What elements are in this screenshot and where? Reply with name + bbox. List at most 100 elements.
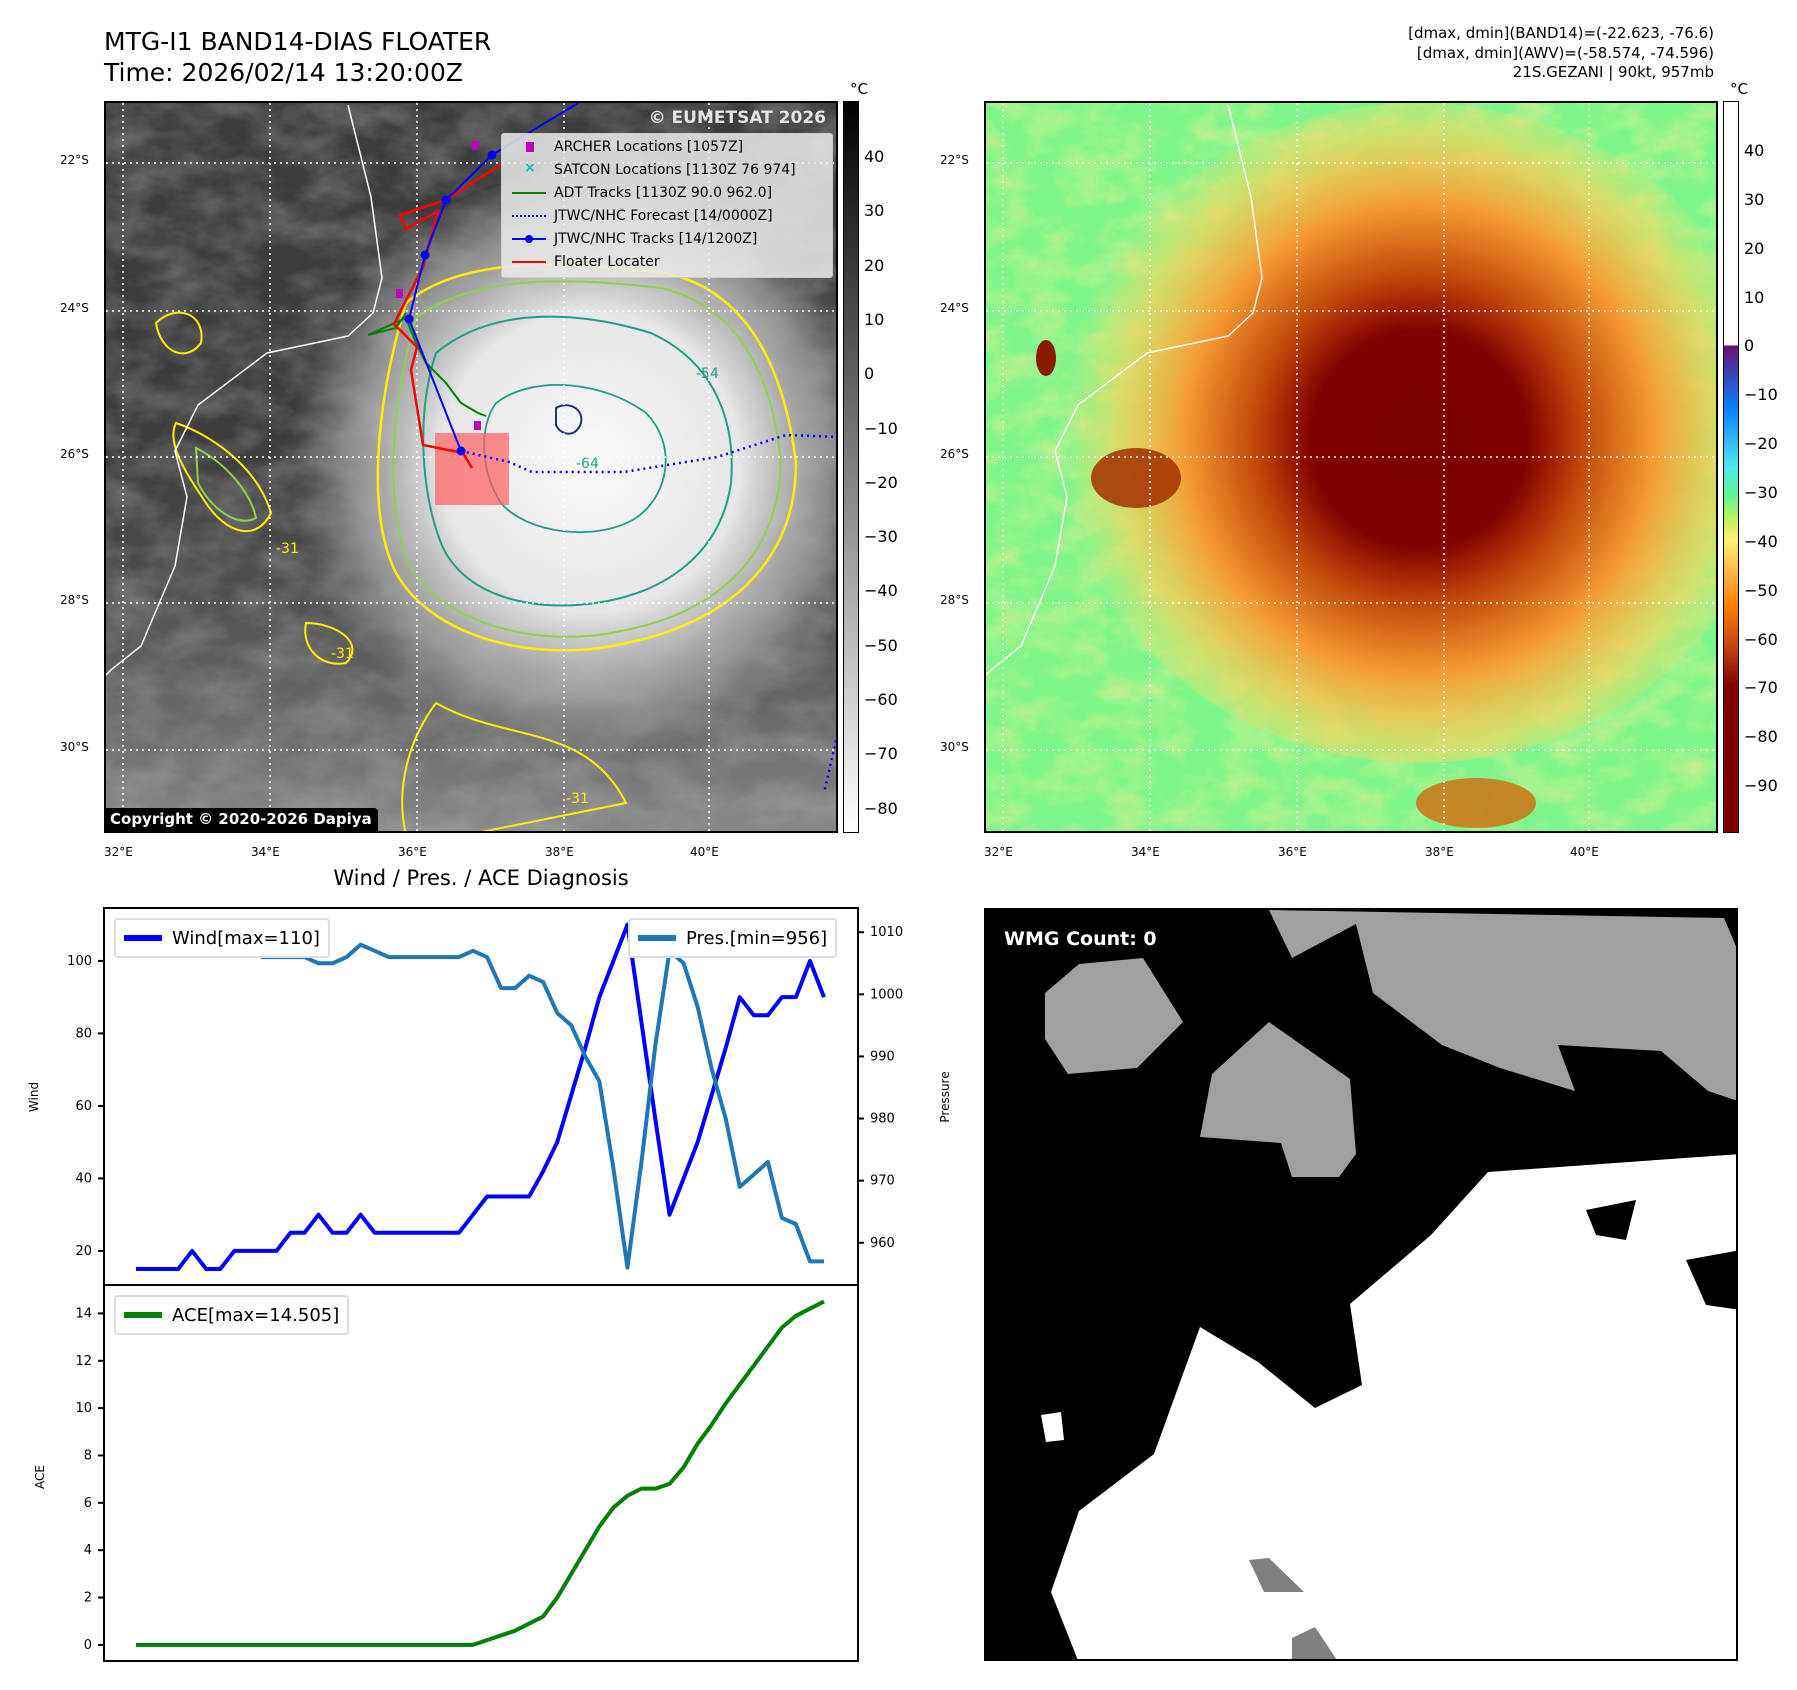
y2-tick-label: 970 (870, 1174, 895, 1189)
colorbar-tick-label: −30 (864, 527, 898, 547)
wmg-count: WMG Count: 0 (1004, 928, 1157, 950)
colorbar-tick-label: −90 (1744, 776, 1778, 796)
x-marker-icon: × (524, 160, 536, 176)
line-icon (510, 255, 554, 269)
line-dot-icon (510, 232, 554, 246)
wind-line (136, 922, 826, 1272)
colorbar-tick-label: 20 (1744, 238, 1765, 258)
colorbar-tick-label: 30 (1744, 189, 1765, 209)
wind-line-icon (124, 935, 162, 941)
ace-line-icon (124, 1312, 162, 1318)
jtwc-forecast-track (460, 433, 836, 474)
ace-axes (103, 1284, 859, 1662)
colorbar-tick-label: −50 (864, 635, 898, 655)
y-tick-label: 14 (75, 1306, 92, 1321)
contour-lightgreen (392, 280, 783, 638)
wmg-cloud-region (1200, 1022, 1356, 1177)
colorbar-tick-label: −20 (1744, 434, 1778, 454)
y2-tick-label: 980 (870, 1112, 895, 1127)
y-tick-label: 40 (75, 1171, 92, 1186)
lat-label: 22°S (940, 153, 969, 167)
colorbar-tick-label: 40 (864, 147, 885, 166)
pressure-legend: Pres.[min=956] (628, 918, 838, 958)
lon-label: 34°E (251, 845, 280, 859)
right-colorbar (1723, 101, 1739, 833)
colorbar-tick-label: −60 (864, 690, 898, 709)
awv-map-canvas (986, 103, 1716, 831)
title-timestamp: Time: 2026/02/14 13:20:00Z (104, 58, 463, 87)
contour-teal (422, 315, 733, 607)
y-tick-label: 4 (84, 1543, 92, 1558)
awv-map (984, 101, 1718, 833)
lon-label: 38°E (1425, 845, 1454, 859)
pressure-line (134, 924, 824, 1270)
lon-label: 36°E (398, 845, 427, 859)
legend-label: JTWC/NHC Forecast [14/0000Z] (554, 208, 773, 224)
band14-ir-map: -54 -64 -31 -31 -31 © EUMETSAT 2026 ARCH… (104, 101, 838, 833)
lon-label: 32°E (104, 845, 133, 859)
archer-points (396, 141, 481, 430)
storm-info: [dmax, dmin](BAND14)=(-22.623, -76.6) [d… (1408, 24, 1714, 83)
coastline (106, 104, 383, 676)
wmg-canvas (1041, 910, 1736, 1659)
colorbar-tick-label: −40 (864, 581, 898, 601)
contour-label: -31 (331, 646, 354, 662)
ace-legend: ACE[max=14.505] (114, 1295, 350, 1335)
legend-label: Floater Locater (554, 254, 660, 270)
wind-legend: Wind[max=110] (114, 918, 330, 958)
lat-label: 30°S (940, 740, 969, 754)
contour-label: -31 (566, 791, 589, 807)
storm-name-intensity: 21S.GEZANI | 90kt, 957mb (1512, 63, 1714, 81)
floater-locater-track (392, 163, 501, 469)
contour-navy (555, 404, 583, 435)
legend-archer: ARCHER Locations [1057Z] (510, 136, 743, 158)
lat-label: 26°S (60, 447, 89, 461)
wind-pressure-axes (103, 907, 859, 1286)
y-tick-label: 12 (75, 1354, 92, 1369)
eumetsat-watermark: © EUMETSAT 2026 (648, 108, 826, 128)
figure-title: MTG-I1 BAND14-DIAS FLOATER Time: 2026/02/… (104, 26, 491, 88)
chart-title: Wind / Pres. / ACE Diagnosis (333, 866, 629, 890)
lat-label: 30°S (60, 740, 89, 754)
y2-tick-label: 1010 (870, 925, 903, 940)
colorbar-tick-label: −70 (1744, 678, 1778, 698)
legend-floater: Floater Locater (510, 251, 660, 273)
ace-legend-label: ACE[max=14.505] (172, 1304, 340, 1326)
pressure-legend-label: Pres.[min=956] (686, 927, 828, 949)
y2-tick-label: 960 (870, 1236, 895, 1251)
colorbar-tick-label: 20 (864, 255, 885, 275)
colorbar-tick-label: −60 (1744, 629, 1778, 649)
contour-label: -31 (276, 541, 299, 557)
lon-label: 40°E (1570, 845, 1599, 859)
colorbar-tick-label: −10 (1744, 385, 1778, 405)
colorbar-tick-label: −70 (864, 744, 898, 764)
lon-label: 36°E (1278, 845, 1307, 859)
colorbar-tick-label: 0 (864, 364, 875, 384)
lat-label: 24°S (940, 301, 969, 315)
ace-line (136, 1299, 825, 1647)
y-tick-label: 80 (75, 1026, 92, 1041)
y-tick-label: 60 (75, 1099, 92, 1114)
adt-track (367, 312, 487, 417)
legend-jtwc-tracks: JTWC/NHC Tracks [14/1200Z] (510, 228, 757, 250)
y-tick-label: 100 (67, 954, 92, 969)
band14-range: [dmax, dmin](BAND14)=(-22.623, -76.6) (1408, 24, 1714, 42)
dotted-line-icon (510, 209, 554, 223)
y-tick-label: 6 (84, 1496, 92, 1511)
map-grid (986, 103, 1716, 831)
legend-label: ARCHER Locations [1057Z] (554, 139, 744, 155)
jtwc-track-points (404, 150, 497, 456)
y-tick-label: 20 (75, 1244, 92, 1259)
lon-label: 34°E (1131, 845, 1160, 859)
wmg-cloud-region (1045, 958, 1183, 1074)
colorbar-tick-label: 10 (1744, 287, 1765, 307)
right-colorbar-unit: °C (1730, 80, 1748, 98)
left-colorbar-unit: °C (850, 80, 868, 98)
copyright-badge: Copyright © 2020-2026 Dapiya (106, 808, 378, 831)
ace-axis-label: ACE (33, 1465, 47, 1489)
lat-label: 26°S (940, 447, 969, 461)
colorbar-tick-label: −80 (1744, 727, 1778, 747)
colorbar-tick-label: 10 (864, 309, 885, 329)
legend-forecast: JTWC/NHC Forecast [14/0000Z] (510, 205, 773, 227)
colorbar-tick-label: −30 (1744, 482, 1778, 502)
